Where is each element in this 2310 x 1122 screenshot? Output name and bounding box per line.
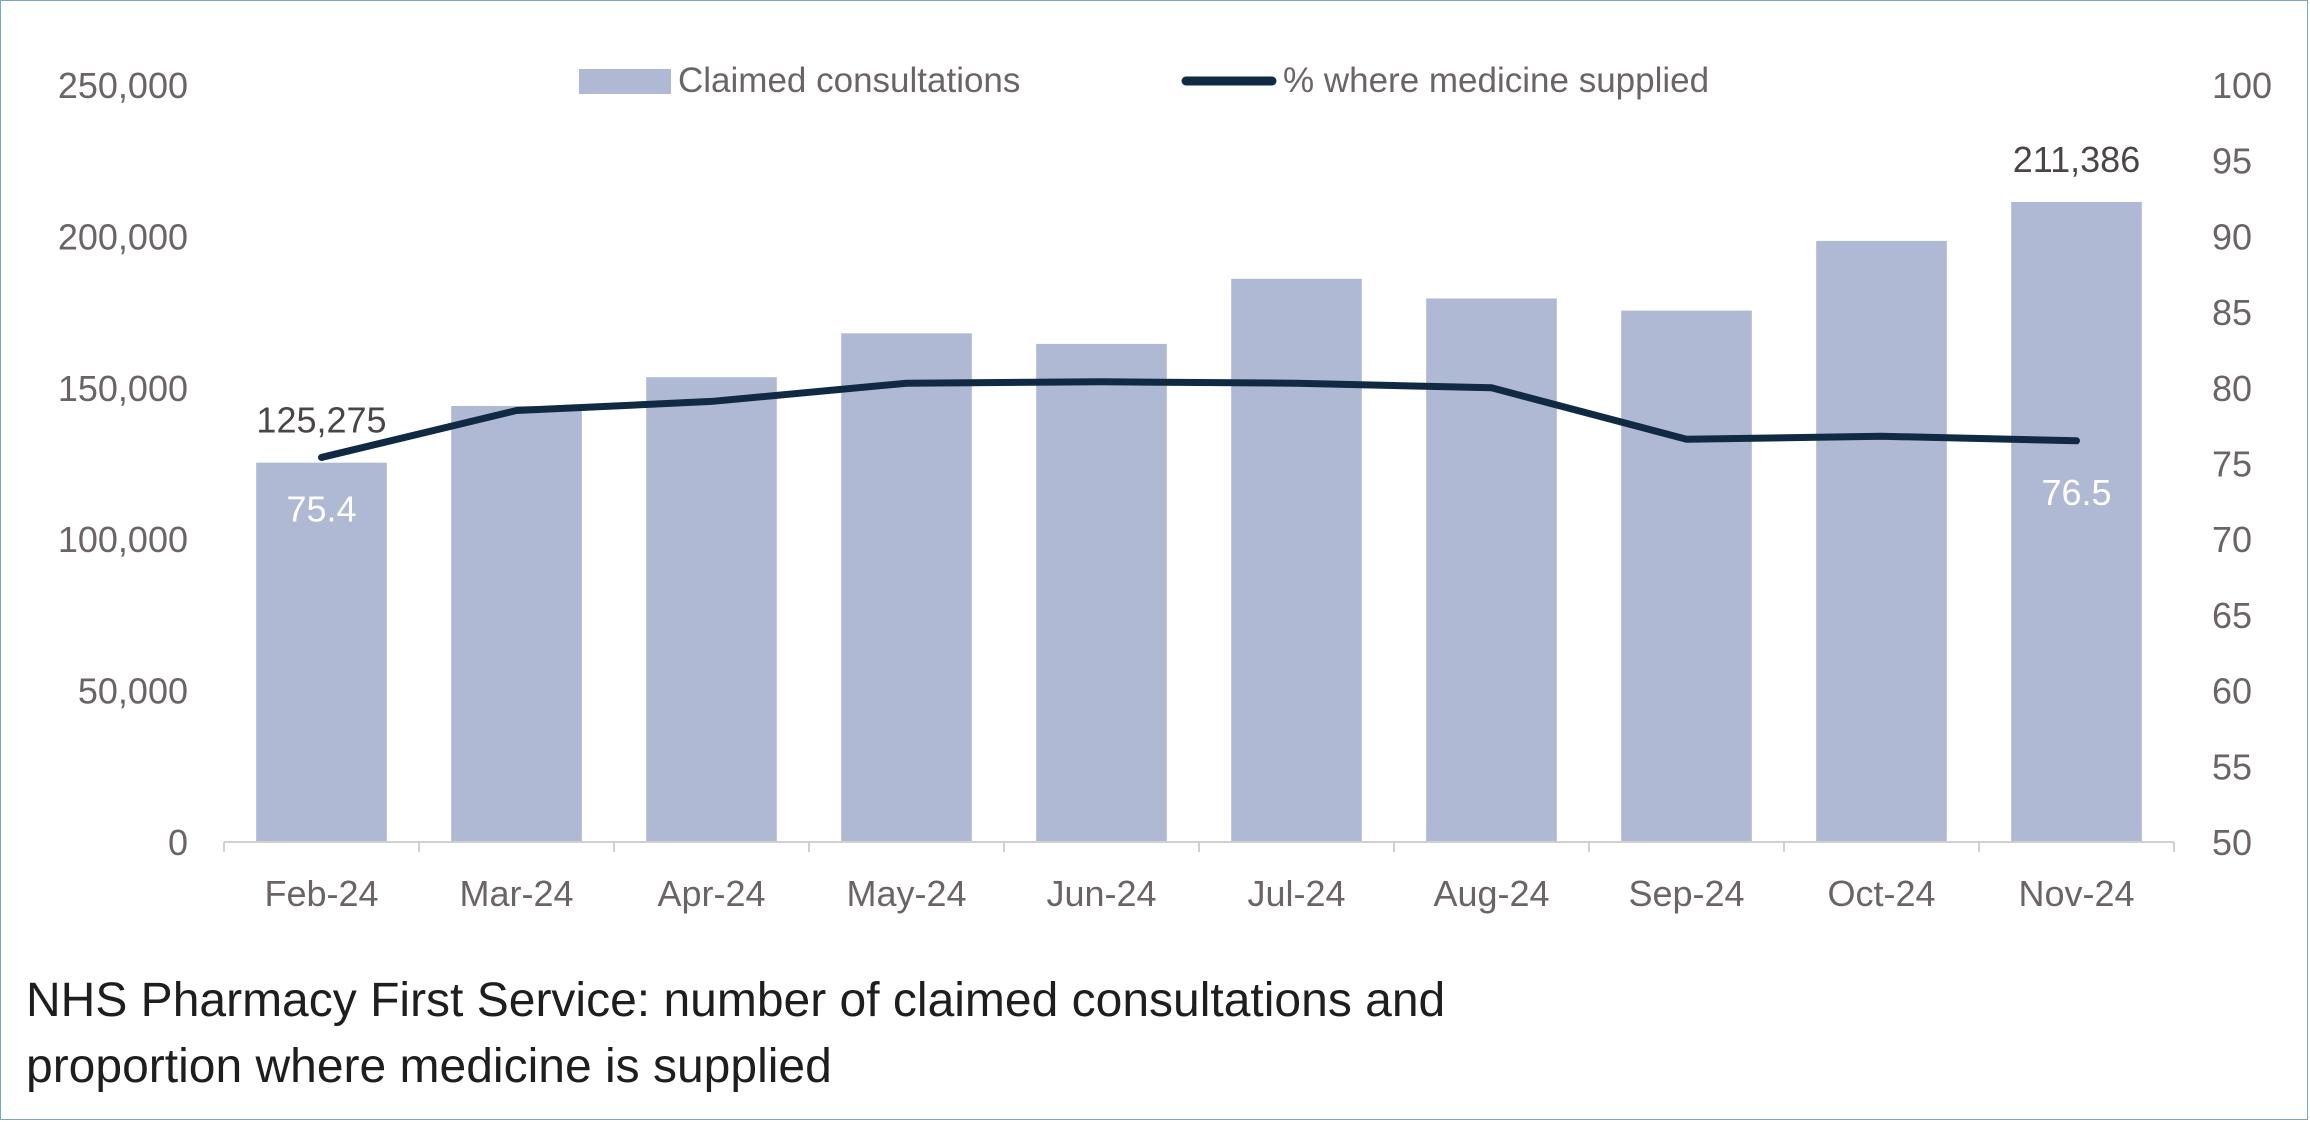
right-y-tick-label: 75 xyxy=(2212,444,2252,485)
right-y-tick-label: 70 xyxy=(2212,519,2252,560)
left-y-axis: 0 50,000 100,000 150,000 200,000 250,000 xyxy=(58,65,188,863)
x-tick-label: Nov-24 xyxy=(2018,873,2134,914)
bar-mar-24 xyxy=(451,405,582,842)
bar-aug-24 xyxy=(1426,298,1557,842)
chart-caption: NHS Pharmacy First Service: number of cl… xyxy=(26,968,1726,1100)
legend-swatch-bars xyxy=(579,69,671,94)
bar-jul-24 xyxy=(1231,278,1362,842)
x-tick-labels: Feb-24 Mar-24 Apr-24 May-24 Jun-24 Jul-24 Aug-… xyxy=(264,873,2134,914)
bar-apr-24 xyxy=(646,377,777,842)
left-y-tick-label: 150,000 xyxy=(58,368,188,409)
x-tick-label: Aug-24 xyxy=(1433,873,1549,914)
right-y-tick-label: 50 xyxy=(2212,822,2252,863)
line-medicine-supplied xyxy=(318,378,2080,461)
legend-label-line: % where medicine supplied xyxy=(1283,61,1709,100)
data-labels: 125,275 211,386 75.4 76.5 xyxy=(256,139,2140,530)
right-y-tick-label: 60 xyxy=(2212,671,2252,712)
data-label: 75.4 xyxy=(286,488,356,529)
bars-layer xyxy=(256,201,2142,842)
caption-line-2: proportion where medicine is supplied xyxy=(26,1040,832,1093)
bar-oct-24 xyxy=(1816,240,1947,842)
x-tick-label: Apr-24 xyxy=(657,873,765,914)
x-tick-label: Jun-24 xyxy=(1046,873,1156,914)
bar-jun-24 xyxy=(1036,343,1167,842)
left-y-tick-label: 50,000 xyxy=(78,671,188,712)
x-tick-label: Jul-24 xyxy=(1247,873,1345,914)
right-y-tick-label: 85 xyxy=(2212,292,2252,333)
right-y-tick-label: 65 xyxy=(2212,595,2252,636)
x-tick-label: Sep-24 xyxy=(1628,873,1744,914)
x-tick-label: Mar-24 xyxy=(459,873,573,914)
right-y-tick-label: 95 xyxy=(2212,141,2252,182)
x-axis xyxy=(223,841,2175,852)
legend: Claimed consultations % where medicine s… xyxy=(579,61,1709,100)
bar-nov-24 xyxy=(2011,201,2142,842)
data-label: 125,275 xyxy=(256,400,386,441)
bar-sep-24 xyxy=(1621,310,1752,842)
left-y-tick-label: 200,000 xyxy=(58,216,188,257)
right-y-tick-label: 80 xyxy=(2212,368,2252,409)
data-label: 76.5 xyxy=(2041,472,2111,513)
right-y-tick-label: 55 xyxy=(2212,746,2252,787)
left-y-tick-label: 250,000 xyxy=(58,65,188,106)
caption-line-1: NHS Pharmacy First Service: number of cl… xyxy=(26,974,1446,1027)
line-layer xyxy=(318,378,2080,461)
x-tick-label: Feb-24 xyxy=(264,873,378,914)
legend-label-bars: Claimed consultations xyxy=(678,61,1020,100)
bar-may-24 xyxy=(841,333,972,842)
right-y-tick-label: 100 xyxy=(2212,65,2272,106)
right-y-tick-label: 90 xyxy=(2212,216,2252,257)
x-tick-label: May-24 xyxy=(846,873,966,914)
right-y-axis: 50 55 60 65 70 75 80 85 90 95 100 xyxy=(2212,65,2272,863)
bar-feb-24 xyxy=(256,462,387,842)
left-y-tick-label: 100,000 xyxy=(58,519,188,560)
data-label: 211,386 xyxy=(2013,139,2140,180)
left-y-tick-label: 0 xyxy=(168,822,188,863)
x-tick-label: Oct-24 xyxy=(1827,873,1935,914)
